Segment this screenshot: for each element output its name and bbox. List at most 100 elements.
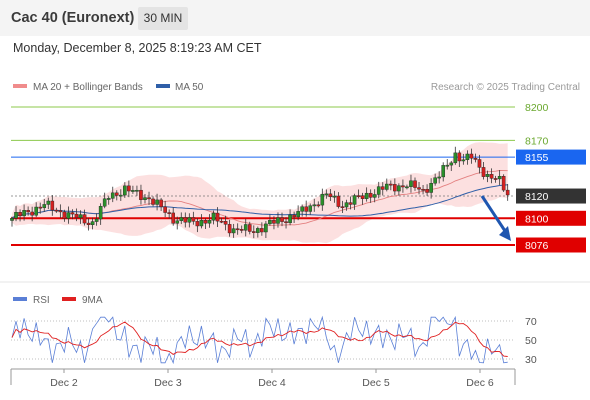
candle-body xyxy=(292,214,296,218)
level-tag-8120 xyxy=(516,188,586,204)
candle-body xyxy=(110,192,115,199)
candle-body xyxy=(401,185,405,188)
candle-body xyxy=(151,198,155,205)
candle-body xyxy=(505,189,510,196)
candle-body xyxy=(421,188,425,191)
candle-body xyxy=(389,183,393,186)
candle-body xyxy=(82,214,87,224)
candle-body xyxy=(219,220,224,223)
candle-body xyxy=(348,202,353,205)
candle-body xyxy=(457,152,462,162)
candle-body xyxy=(70,212,75,215)
level-tag-8155 xyxy=(516,149,586,165)
candle-body xyxy=(131,190,135,192)
legend-label-ma20: MA 20 + Bollinger Bands xyxy=(33,82,143,93)
candle-body xyxy=(42,204,47,209)
candle-body xyxy=(102,198,107,207)
candle-body xyxy=(485,174,490,177)
candle-body xyxy=(34,206,38,216)
candle-body xyxy=(135,189,139,192)
candle-body xyxy=(320,193,325,206)
candle-body xyxy=(433,177,437,184)
candle-body xyxy=(14,212,18,219)
candle-body xyxy=(405,186,409,189)
candle-body xyxy=(384,183,389,190)
candle-body xyxy=(397,185,401,192)
candle-body xyxy=(360,195,365,199)
candles xyxy=(10,146,510,239)
candle-body xyxy=(300,206,304,212)
candle-body xyxy=(356,195,361,197)
candle-body xyxy=(288,214,292,224)
candle-body xyxy=(195,221,200,227)
candle-body xyxy=(167,212,171,214)
timeframe-badge[interactable]: 30 MIN xyxy=(138,7,188,30)
forecast-arrow-head xyxy=(499,226,511,241)
candle-body xyxy=(211,212,216,221)
candle-body xyxy=(231,228,236,234)
candle-body xyxy=(179,217,184,221)
candle-body xyxy=(441,165,446,178)
candle-body xyxy=(276,217,280,224)
level-label-8200: 8200 xyxy=(525,102,549,114)
candle-body xyxy=(328,193,333,198)
candle-body xyxy=(123,185,127,196)
candle-body xyxy=(22,210,26,217)
candle-body xyxy=(207,219,212,224)
candle-body xyxy=(223,221,228,225)
candle-body xyxy=(312,204,317,207)
x-label: Dec 4 xyxy=(258,377,286,389)
candle-body xyxy=(243,224,248,231)
level-label-8076: 8076 xyxy=(525,240,549,252)
candle-body xyxy=(409,180,413,187)
rsi-tick-50: 50 xyxy=(525,335,537,347)
x-label: Dec 5 xyxy=(362,377,390,389)
candle-body xyxy=(38,206,43,209)
candle-body xyxy=(368,192,373,198)
rsi-9ma-line xyxy=(11,321,508,357)
candle-body xyxy=(469,153,474,159)
instrument-title: Cac 40 (Euronext) xyxy=(11,10,135,26)
x-label: Dec 3 xyxy=(154,377,182,389)
legend-label-ma50: MA 50 xyxy=(175,82,204,93)
candle-body xyxy=(106,198,111,200)
candle-body xyxy=(272,220,276,224)
candle-body xyxy=(280,217,284,222)
candle-body xyxy=(425,188,429,193)
candle-body xyxy=(147,197,151,200)
level-tag-8100 xyxy=(516,210,586,226)
legend-label-rsi: RSI xyxy=(33,295,50,306)
candle-body xyxy=(26,210,30,213)
level-label-8100: 8100 xyxy=(525,213,549,225)
candle-body xyxy=(187,217,192,223)
candle-body xyxy=(413,180,417,188)
candle-body xyxy=(191,217,196,222)
candle-body xyxy=(199,219,204,227)
candle-body xyxy=(215,212,220,222)
candle-body xyxy=(78,214,83,218)
legend-label-9ma: 9MA xyxy=(82,295,103,306)
candle-body xyxy=(260,228,264,233)
candle-body xyxy=(163,206,167,213)
candle-body xyxy=(235,228,240,231)
candle-body xyxy=(114,192,119,196)
candle-body xyxy=(264,223,268,233)
candle-body xyxy=(251,231,256,233)
candle-body xyxy=(46,200,51,205)
candle-body xyxy=(501,176,506,191)
candle-body xyxy=(127,185,131,192)
candle-body xyxy=(143,197,147,200)
rsi-tick-30: 30 xyxy=(525,354,537,366)
candle-body xyxy=(477,159,482,168)
candle-body xyxy=(171,212,176,224)
level-label-8120: 8120 xyxy=(525,191,549,203)
candle-body xyxy=(227,224,232,234)
candle-body xyxy=(489,174,494,179)
credit-text: Research © 2025 Trading Central xyxy=(431,82,580,93)
level-tag-8076 xyxy=(516,237,586,253)
candle-body xyxy=(429,183,433,193)
legend-swatch-ma20 xyxy=(13,84,27,88)
candle-body xyxy=(481,167,486,177)
candle-body xyxy=(62,211,67,219)
candle-body xyxy=(50,200,55,211)
